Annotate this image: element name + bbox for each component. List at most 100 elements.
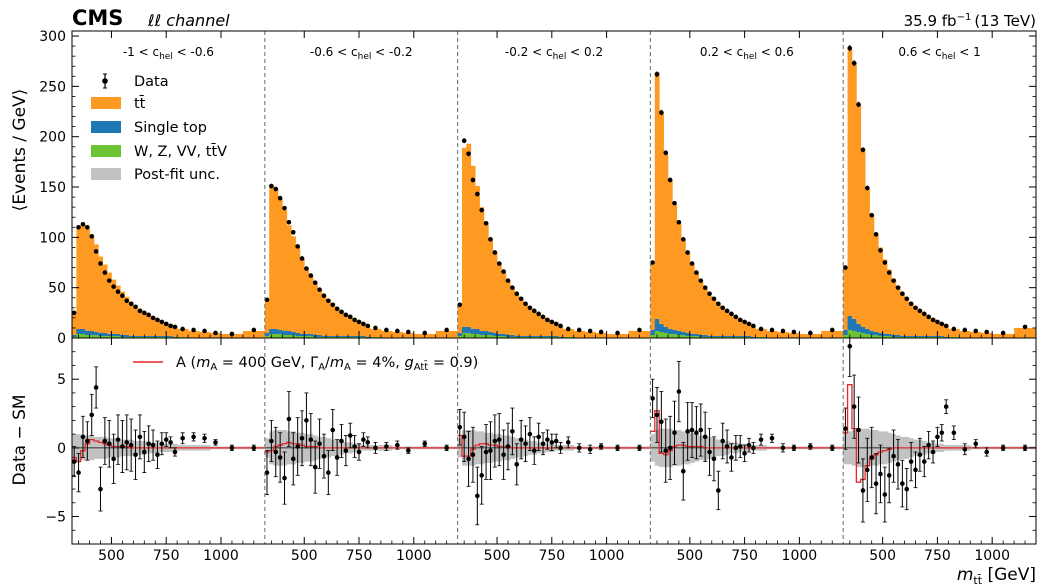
- ttbar-bar: [554, 322, 559, 336]
- ewk-bar: [137, 336, 143, 338]
- data-point: [856, 102, 861, 107]
- ttbar-bar: [738, 318, 743, 336]
- data-point: [373, 325, 378, 331]
- data-point: [510, 285, 515, 290]
- data-point: [470, 177, 476, 183]
- data-point: [935, 319, 940, 325]
- ttbar-bar: [348, 316, 353, 336]
- legend-ewk-label: W, Z, VV, tt̄V: [134, 142, 227, 160]
- ttbar-bar: [120, 291, 125, 335]
- ewk-bar: [900, 336, 905, 338]
- data-point: [466, 151, 471, 157]
- ewk-bar: [716, 336, 721, 338]
- ttbar-bar: [869, 214, 875, 331]
- single-top-bar: [348, 335, 353, 337]
- ttbar-bar: [142, 311, 147, 336]
- data-point: [531, 308, 537, 314]
- ttbar-bar: [269, 185, 274, 329]
- ttbar-bar: [865, 188, 870, 329]
- single-top-bar: [264, 332, 270, 336]
- ewk-bar: [273, 333, 279, 338]
- ewk-bar: [492, 335, 498, 338]
- single-top-bar: [667, 328, 673, 334]
- single-top-bar: [926, 335, 932, 337]
- ttbar-bar: [935, 320, 940, 336]
- ttbar-bar: [76, 228, 82, 329]
- data-point: [737, 317, 743, 323]
- ewk-bar: [545, 336, 551, 338]
- ttbar-bar: [264, 300, 270, 333]
- diff-point: [137, 434, 143, 440]
- data-point: [343, 312, 349, 318]
- single-top-bar: [908, 335, 914, 337]
- ewk-bar: [878, 335, 884, 338]
- diff-point: [518, 437, 524, 442]
- ttbar-bar: [788, 332, 800, 338]
- diff-point: [106, 441, 112, 447]
- ttbar-bar: [475, 186, 480, 329]
- single-top-bar: [659, 323, 664, 332]
- ewk-bar: [330, 336, 336, 338]
- single-top-bar: [277, 329, 283, 334]
- y-tick-label: 300: [39, 29, 66, 45]
- data-point: [299, 256, 305, 261]
- ttbar-bar: [273, 188, 279, 329]
- ttbar-bar: [685, 252, 691, 333]
- ewk-bar: [843, 334, 848, 338]
- ttbar-bar: [766, 330, 778, 338]
- ewk-bar: [93, 334, 99, 338]
- ewk-bar: [501, 335, 507, 338]
- single-top-bar: [943, 336, 949, 338]
- ttbar-bar: [751, 325, 756, 337]
- diff-point: [926, 442, 931, 448]
- ttbar-bar: [908, 302, 914, 336]
- diff-point: [361, 437, 366, 442]
- diff-point: [829, 445, 835, 451]
- single-top-bar: [168, 335, 174, 337]
- diff-point: [873, 481, 879, 486]
- diff-point: [213, 440, 218, 445]
- ttbar-bar: [361, 322, 366, 336]
- data-point: [829, 327, 835, 333]
- data-point: [483, 220, 489, 226]
- data-point: [251, 327, 257, 333]
- y-tick-label: 0: [57, 441, 66, 457]
- data-point: [277, 195, 283, 201]
- ewk-bar: [536, 336, 542, 338]
- ewk-bar: [663, 332, 669, 338]
- diff-point: [598, 444, 604, 449]
- ttbar-bar: [111, 279, 117, 334]
- ttbar-bar: [729, 313, 735, 336]
- diff-point: [615, 445, 620, 451]
- data-point: [326, 298, 331, 304]
- diff-point: [290, 456, 296, 462]
- diff-point: [698, 427, 704, 433]
- data-point: [339, 309, 344, 315]
- single-top-bar: [694, 333, 699, 336]
- diff-point: [269, 438, 274, 444]
- diff-point: [729, 455, 734, 460]
- diff-point: [273, 449, 279, 455]
- legend-single-top-swatch: [91, 121, 121, 133]
- single-top-bar: [107, 333, 112, 336]
- single-top-bar: [887, 333, 892, 336]
- ttbar-bar: [308, 275, 314, 334]
- single-top-bar: [365, 336, 371, 338]
- diff-point: [466, 456, 471, 462]
- single-top-bar: [330, 335, 336, 337]
- data-point: [702, 285, 708, 290]
- x-tick-label: 750: [153, 548, 180, 564]
- x-tick-label: 1000: [589, 548, 625, 564]
- data-point: [689, 261, 695, 266]
- ttbar-bar: [124, 296, 130, 335]
- ttbar-bar: [291, 236, 296, 332]
- data-point: [115, 289, 121, 294]
- diff-point: [457, 424, 463, 430]
- ttbar-bar: [133, 305, 139, 336]
- y-tick-label: 150: [39, 180, 66, 196]
- ttbar-bar: [391, 331, 404, 338]
- ewk-bar: [133, 336, 139, 338]
- data-point: [900, 291, 905, 297]
- ewk-bar: [326, 336, 331, 338]
- data-point: [461, 138, 467, 144]
